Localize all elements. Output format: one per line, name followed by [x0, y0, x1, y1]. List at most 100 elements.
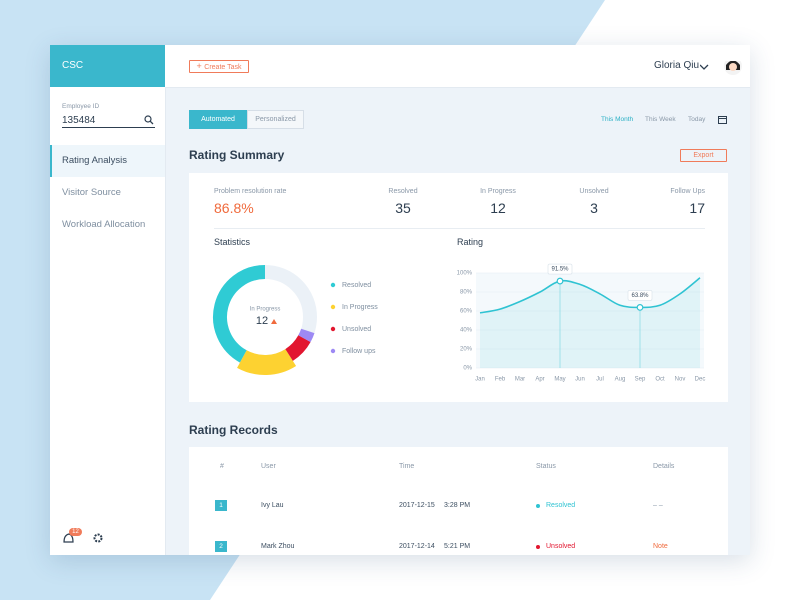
notification-badge: 12 — [69, 528, 82, 536]
status: Resolved — [546, 502, 576, 509]
stat-label: Follow Ups — [670, 188, 705, 195]
period[interactable]: Today — [688, 116, 706, 123]
nav-item[interactable]: Workload Allocation — [62, 219, 146, 230]
user: Mark Zhou — [261, 543, 295, 550]
x-tick-label: Sep — [635, 377, 646, 383]
legend-label: Resolved — [342, 282, 371, 289]
period[interactable]: This Week — [645, 116, 676, 123]
nav-active-bg — [50, 145, 165, 177]
donut-segment — [237, 348, 297, 375]
chart-title: Statistics — [214, 237, 251, 247]
area — [480, 277, 700, 368]
records-card — [189, 447, 728, 555]
export-button[interactable]: Export — [680, 149, 727, 162]
center-label: In Progress — [250, 307, 281, 313]
label-box — [627, 290, 653, 301]
legend-dot — [330, 304, 336, 310]
nav-item[interactable]: Rating Analysis — [62, 155, 127, 166]
stat-label: Resolved — [388, 188, 418, 195]
stat-value: 12 — [490, 200, 506, 216]
column-header: User — [261, 463, 276, 470]
section-title: Rating Records — [189, 423, 278, 437]
stat-value: 35 — [395, 200, 411, 216]
gear-icon[interactable] — [93, 533, 103, 543]
export-label: Export — [693, 152, 714, 159]
column-header: Time — [399, 463, 415, 470]
column-header: # — [220, 463, 224, 470]
row-index: 2 — [215, 541, 227, 552]
legend-dot — [330, 348, 336, 354]
x-tick-label: May — [554, 377, 565, 383]
status-dot — [536, 545, 540, 549]
x-tick-label: Jan — [475, 377, 485, 383]
center-value: 12 — [256, 315, 268, 327]
legend-label: Unsolved — [342, 326, 371, 333]
stat-value: 86.8% — [214, 200, 254, 216]
avatar-face — [729, 63, 737, 71]
app-window: CSC + Create Task Gloria Qiu Employee ID… — [50, 45, 750, 555]
y-tick-label: 60% — [460, 309, 473, 315]
legend-dot — [330, 282, 336, 288]
stat-label: In Progress — [480, 188, 516, 195]
donut-segment — [298, 328, 315, 343]
x-tick-label: Nov — [675, 377, 686, 383]
stat-label: Unsolved — [579, 188, 609, 195]
chevron[interactable] — [700, 64, 709, 70]
y-tick-label: 80% — [460, 290, 473, 296]
create-task-label: Create Task — [204, 64, 242, 71]
x-tick-label: Dec — [695, 377, 706, 383]
y-tick-label: 0% — [463, 366, 472, 372]
brand: CSC — [62, 60, 84, 71]
tab-active[interactable]: Automated — [189, 110, 247, 129]
date: 2017-12-14 — [399, 543, 435, 550]
input-underline — [62, 127, 155, 128]
stat-value: 17 — [689, 200, 705, 216]
search-icon[interactable] — [144, 115, 154, 125]
point — [556, 277, 564, 285]
x-tick-label: Aug — [615, 377, 626, 383]
x-tick-label: Feb — [495, 377, 506, 383]
employee-id-input[interactable]: 135484 — [62, 115, 96, 126]
time: 5:21 PM — [444, 543, 471, 550]
value-label: 63.8% — [631, 293, 649, 299]
row-index: 1 — [215, 500, 227, 511]
legend-label: In Progress — [342, 304, 378, 311]
legend-dot — [330, 326, 336, 332]
chart-title: Rating — [457, 237, 484, 247]
value-label: 91.5% — [551, 267, 569, 273]
employee-id-label: Employee ID — [62, 103, 100, 110]
legend-label: Follow ups — [342, 348, 376, 355]
time: 3:28 PM — [444, 502, 471, 509]
user: Ivy Lau — [261, 502, 284, 509]
calendar-icon[interactable] — [718, 115, 727, 124]
brand-bar — [50, 45, 165, 87]
status: Unsolved — [546, 543, 576, 550]
stat-label: Problem resolution rate — [214, 188, 287, 195]
nav-item[interactable]: Visitor Source — [62, 187, 121, 198]
y-tick-label: 20% — [460, 347, 473, 353]
period-active[interactable]: This Month — [601, 116, 634, 123]
details: Note — [653, 543, 668, 550]
label-box — [547, 263, 573, 275]
x-tick-label: Oct — [655, 377, 665, 383]
user-name[interactable]: Gloria Qiu — [654, 60, 700, 71]
tab[interactable]: Personalized — [247, 110, 304, 129]
stat-value: 3 — [590, 200, 598, 216]
y-tick-label: 40% — [460, 328, 473, 334]
create-task-button[interactable]: + Create Task — [189, 60, 249, 73]
donut-segment — [213, 265, 266, 363]
x-tick-label: Mar — [515, 377, 525, 383]
section-title: Rating Summary — [189, 148, 285, 162]
point — [636, 303, 644, 311]
status-dot — [536, 504, 540, 508]
details: – – — [653, 502, 663, 509]
charts: Resolved In Progress Unsolved Follow ups In … — [212, 263, 706, 526]
topbar — [165, 45, 750, 88]
user-controls — [700, 61, 742, 75]
divider — [214, 228, 705, 229]
column-header: Details — [653, 463, 675, 470]
x-tick-label: Jun — [575, 377, 585, 383]
trend-arrow — [271, 319, 277, 324]
column-header: Status — [536, 463, 556, 470]
